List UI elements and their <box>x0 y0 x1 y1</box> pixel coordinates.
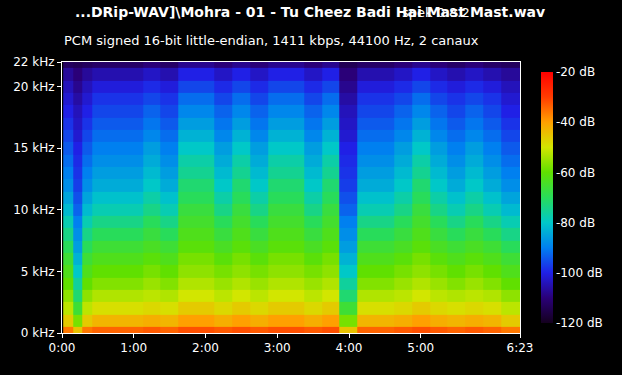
svg-text:5 kHz: 5 kHz <box>21 265 55 279</box>
svg-text:PCM signed 16-bit little-endia: PCM signed 16-bit little-endian, 1411 kb… <box>64 33 479 48</box>
svg-text:0:00: 0:00 <box>49 341 76 355</box>
svg-text:5:00: 5:00 <box>407 341 434 355</box>
svg-text:spek 0.8.2: spek 0.8.2 <box>402 5 470 20</box>
svg-text:4:00: 4:00 <box>336 341 363 355</box>
svg-text:-100 dB: -100 dB <box>556 266 603 280</box>
svg-text:15 kHz: 15 kHz <box>13 141 54 155</box>
svg-text:-20 dB: -20 dB <box>556 65 595 79</box>
svg-text:20 kHz: 20 kHz <box>13 80 54 94</box>
svg-text:1:00: 1:00 <box>120 341 147 355</box>
svg-text:6:23: 6:23 <box>507 341 534 355</box>
svg-text:22 kHz: 22 kHz <box>13 55 54 69</box>
svg-text:-120 dB: -120 dB <box>556 316 603 330</box>
svg-text:0 kHz: 0 kHz <box>21 326 55 340</box>
svg-text:...DRip-WAV]\Mohra - 01 - Tu C: ...DRip-WAV]\Mohra - 01 - Tu Cheez Badi … <box>75 4 545 20</box>
svg-text:3:00: 3:00 <box>264 341 291 355</box>
svg-text:-40 dB: -40 dB <box>556 115 595 129</box>
svg-text:10 kHz: 10 kHz <box>13 203 54 217</box>
svg-text:-80 dB: -80 dB <box>556 216 595 230</box>
svg-text:-60 dB: -60 dB <box>556 166 595 180</box>
svg-text:2:00: 2:00 <box>192 341 219 355</box>
